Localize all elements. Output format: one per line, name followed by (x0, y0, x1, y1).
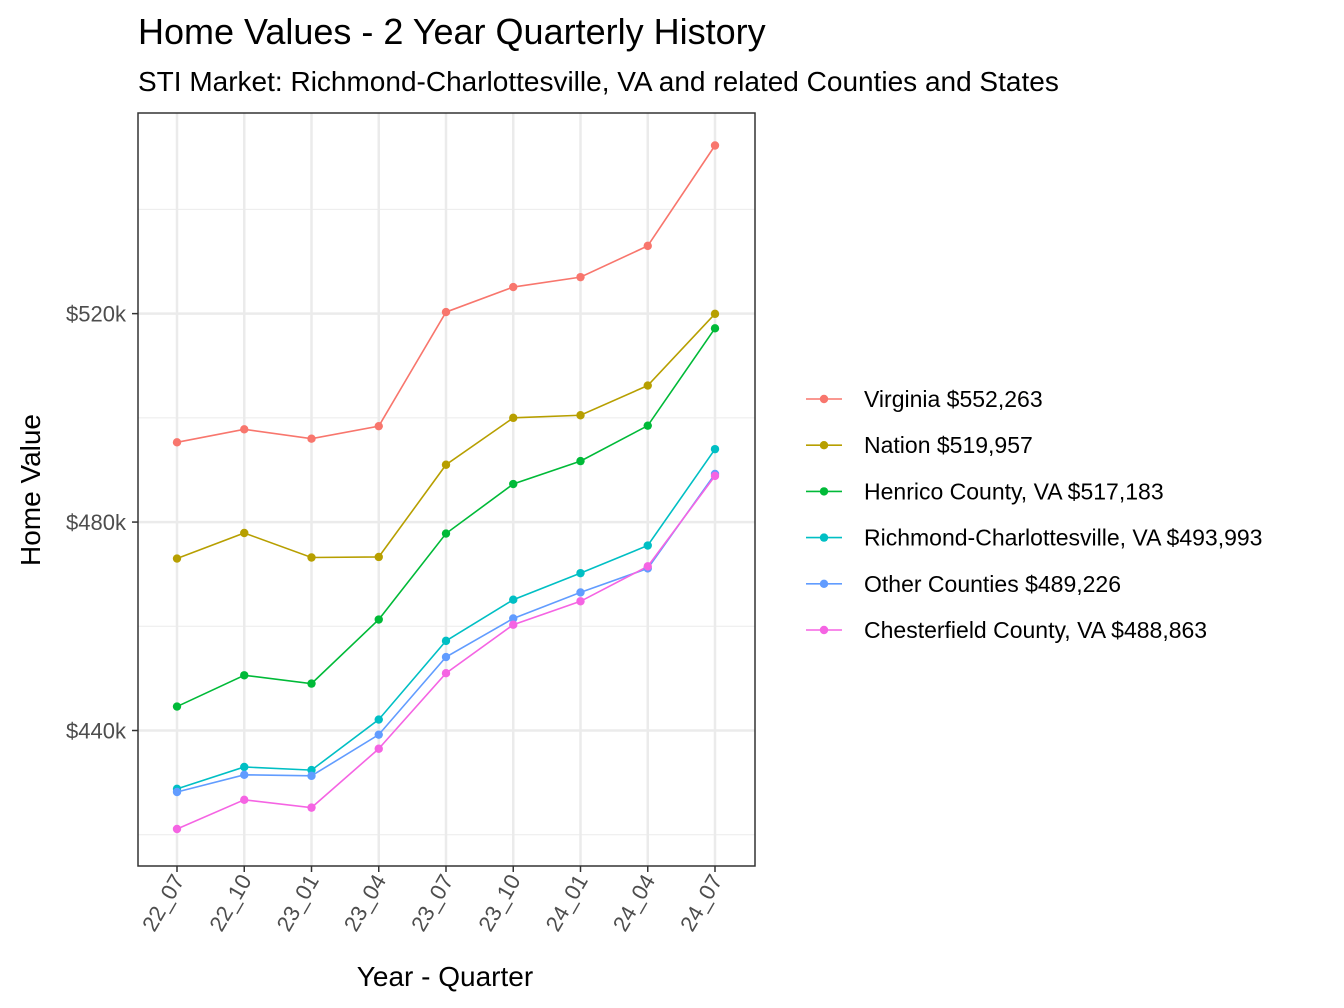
legend-label: Richmond-Charlottesville, VA $493,993 (864, 525, 1262, 551)
legend-label: Nation $519,957 (864, 432, 1033, 458)
data-point (172, 702, 182, 711)
series-points (172, 141, 720, 834)
data-point (240, 425, 249, 434)
x-tick-label: 24_07 (675, 870, 727, 935)
data-point (643, 241, 652, 251)
legend-key-point (819, 441, 829, 450)
data-point (509, 614, 518, 623)
data-point (307, 434, 316, 443)
data-point (576, 411, 585, 420)
gridlines (138, 113, 755, 866)
data-point (441, 529, 451, 538)
y-axis-title: Home Value (15, 414, 46, 566)
legend-key (806, 625, 842, 635)
legend-key (806, 533, 842, 542)
legend-label: Henrico County, VA $517,183 (864, 478, 1164, 504)
data-point (374, 744, 383, 753)
data-point (441, 636, 451, 646)
legend-label: Chesterfield County, VA $488,863 (864, 617, 1207, 643)
data-point (643, 541, 652, 550)
data-point (643, 421, 652, 430)
legend-key (806, 579, 842, 588)
data-point (374, 730, 383, 739)
x-axis: 22_07 22_10 23_01 23_04 23_07 23_10 24_01 24_04… (137, 866, 727, 935)
x-tick-label: 22_07 (137, 870, 189, 935)
data-point (509, 413, 518, 423)
x-tick-label: 23_07 (406, 870, 458, 935)
legend-key-point (819, 533, 829, 542)
data-point (576, 568, 585, 578)
data-point (509, 595, 518, 604)
x-tick-label: 23_04 (339, 870, 391, 935)
legend-key (806, 441, 842, 450)
data-point (172, 787, 182, 797)
chart-title: Home Values - 2 Year Quarterly History (138, 11, 766, 52)
y-tick-label: $520k (66, 302, 127, 327)
data-point (172, 824, 182, 834)
data-point (710, 309, 720, 319)
data-point (576, 456, 585, 466)
x-tick-label: 23_10 (473, 870, 525, 935)
data-point (374, 552, 383, 562)
data-point (240, 762, 249, 772)
data-point (509, 282, 518, 292)
legend-key-point (819, 487, 829, 496)
x-tick-label: 23_01 (272, 870, 324, 935)
data-point (374, 615, 383, 624)
legend-key (806, 394, 842, 404)
legend-key-point (819, 394, 829, 404)
data-point (441, 652, 451, 662)
legend-label: Virginia $552,263 (864, 386, 1043, 412)
x-axis-title: Year - Quarter (357, 961, 533, 992)
data-point (509, 479, 518, 489)
y-tick-label: $440k (66, 719, 127, 744)
data-point (307, 803, 316, 812)
data-point (240, 770, 249, 780)
data-point (172, 554, 182, 563)
data-point (509, 620, 518, 629)
x-tick-label: 24_01 (541, 870, 593, 935)
data-point (374, 715, 383, 724)
data-point (172, 438, 182, 447)
data-point (710, 444, 720, 454)
data-point (240, 528, 249, 538)
data-point (643, 381, 652, 390)
data-point (374, 421, 383, 431)
data-point (441, 460, 451, 469)
legend-key (806, 487, 842, 496)
data-point (307, 553, 316, 562)
data-point (710, 141, 720, 150)
data-point (240, 671, 249, 680)
data-point (576, 272, 585, 282)
y-axis: $440k $480k $520k (66, 302, 138, 744)
data-point (307, 679, 316, 688)
data-point (643, 562, 652, 571)
legend-label: Other Counties $489,226 (864, 571, 1121, 597)
data-point (307, 771, 316, 781)
data-point (441, 307, 451, 317)
data-point (576, 597, 585, 606)
data-point (240, 795, 249, 805)
data-point (441, 668, 451, 678)
y-tick-label: $480k (66, 510, 127, 535)
data-point (710, 471, 720, 481)
data-point (710, 324, 720, 333)
x-tick-label: 22_10 (204, 870, 256, 935)
x-tick-label: 24_04 (608, 870, 660, 935)
data-point (576, 588, 585, 597)
legend-key-point (819, 625, 829, 635)
legend: Virginia $552,263 Nation $519,957 Henrico … (806, 386, 1262, 643)
legend-key-point (819, 579, 829, 588)
chart-subtitle: STI Market: Richmond-Charlottesville, VA… (138, 66, 1059, 97)
